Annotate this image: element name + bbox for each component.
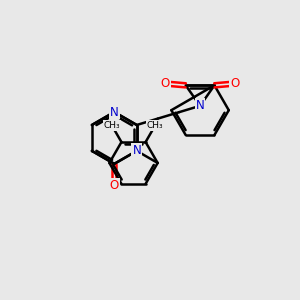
Text: N: N bbox=[132, 144, 141, 158]
Text: CH₃: CH₃ bbox=[147, 121, 164, 130]
Text: CH₃: CH₃ bbox=[103, 121, 120, 130]
Text: O: O bbox=[160, 77, 170, 90]
Text: N: N bbox=[110, 106, 119, 118]
Text: O: O bbox=[110, 178, 119, 191]
Text: O: O bbox=[230, 77, 240, 90]
Text: N: N bbox=[196, 99, 204, 112]
